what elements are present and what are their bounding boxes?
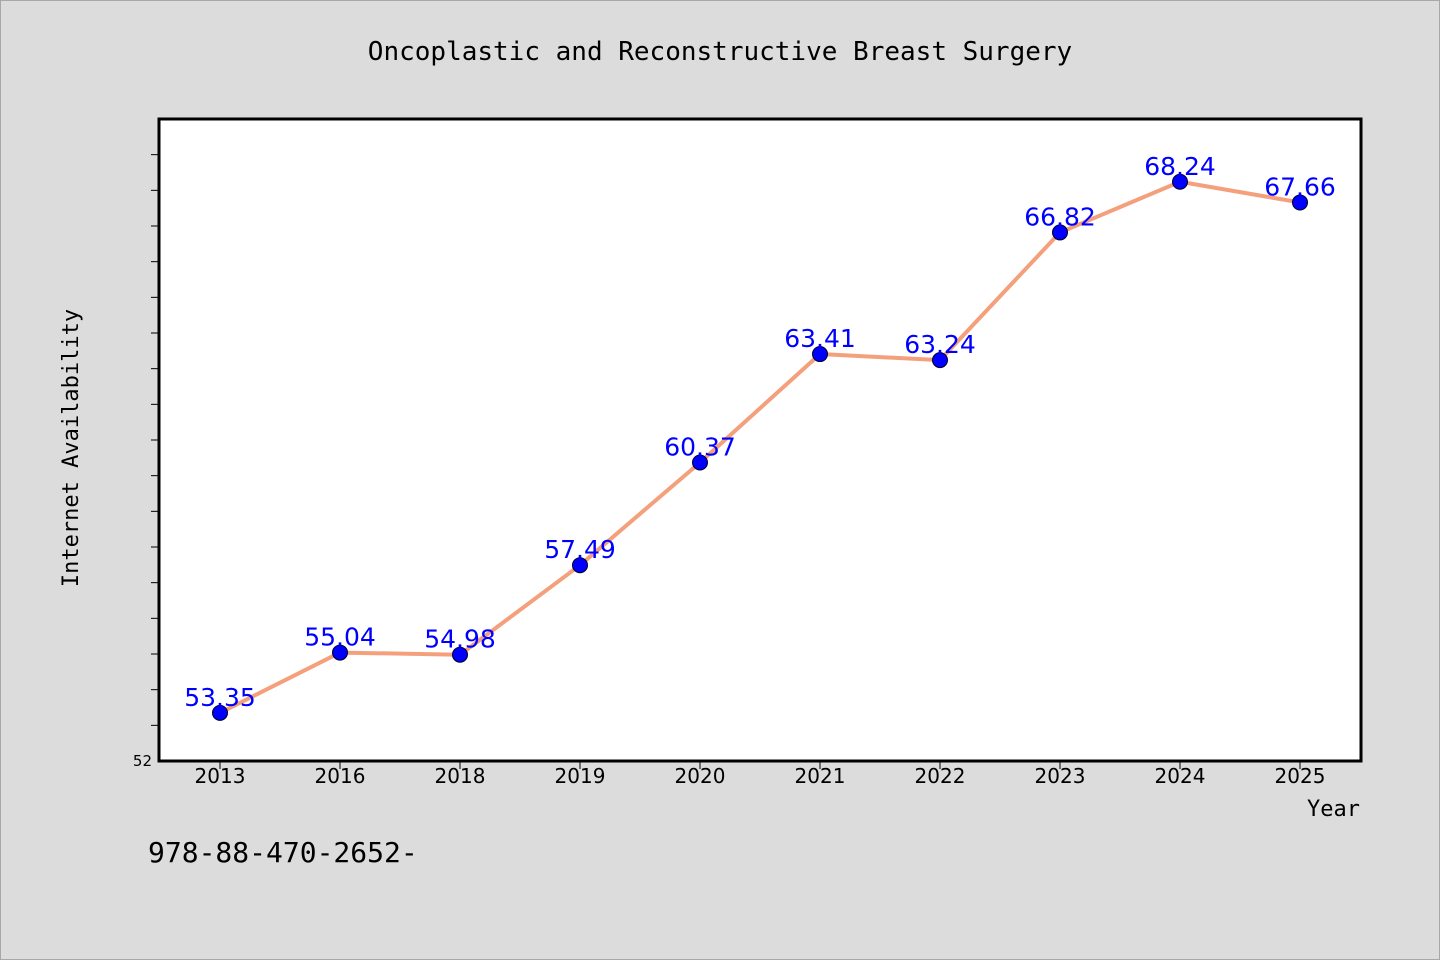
x-tick-label: 2019: [555, 764, 606, 788]
data-point: [1292, 194, 1308, 211]
series-layer: 53.35 55.04 54.98 57.49 60.37 63.41 63.24 66.82…: [184, 152, 1336, 721]
data-point: [692, 454, 708, 471]
x-axis: 2013 2016 2018 2019 2020 2021 2022 2023 2024 2025: [195, 762, 1326, 788]
x-axis-label: Year: [1307, 797, 1360, 822]
data-point: [932, 352, 948, 369]
data-point: [1052, 224, 1068, 241]
x-tick-label: 2013: [195, 764, 246, 788]
chart-title: Oncoplastic and Reconstructive Breast Su…: [368, 37, 1072, 67]
x-tick-label: 2024: [1155, 764, 1206, 788]
data-label: 68.24: [1144, 152, 1216, 181]
y-axis-label: Internet Availability: [59, 309, 84, 587]
data-label: 60.37: [664, 432, 736, 461]
data-label: 54.98: [424, 625, 496, 654]
data-label: 63.41: [784, 324, 856, 353]
y-axis-ticks: [151, 154, 158, 726]
data-label: 57.49: [544, 535, 616, 564]
x-tick-label: 2020: [675, 764, 726, 788]
plot-area: [157, 117, 1363, 763]
series-line: [218, 179, 1302, 715]
data-label: 53.35: [184, 683, 256, 712]
data-label: 63.24: [904, 330, 976, 359]
x-tick-label: 2023: [1035, 764, 1086, 788]
data-label: 55.04: [304, 623, 376, 652]
data-point: [212, 704, 228, 721]
data-point: [1172, 173, 1188, 190]
x-tick-label: 2016: [315, 764, 366, 788]
footer-text: 978-88-470-2652-: [148, 836, 418, 869]
x-tick-label: 2022: [915, 764, 966, 788]
x-tick-label: 2021: [795, 764, 846, 788]
data-point: [332, 644, 348, 661]
data-label: 67.66: [1264, 172, 1336, 201]
x-tick-label: 2018: [435, 764, 486, 788]
y-tick-label: 52: [133, 752, 152, 770]
x-tick-label: 2025: [1275, 764, 1326, 788]
data-point: [572, 557, 588, 574]
data-point: [452, 646, 468, 663]
data-label: 66.82: [1024, 202, 1096, 231]
data-point: [812, 346, 828, 363]
